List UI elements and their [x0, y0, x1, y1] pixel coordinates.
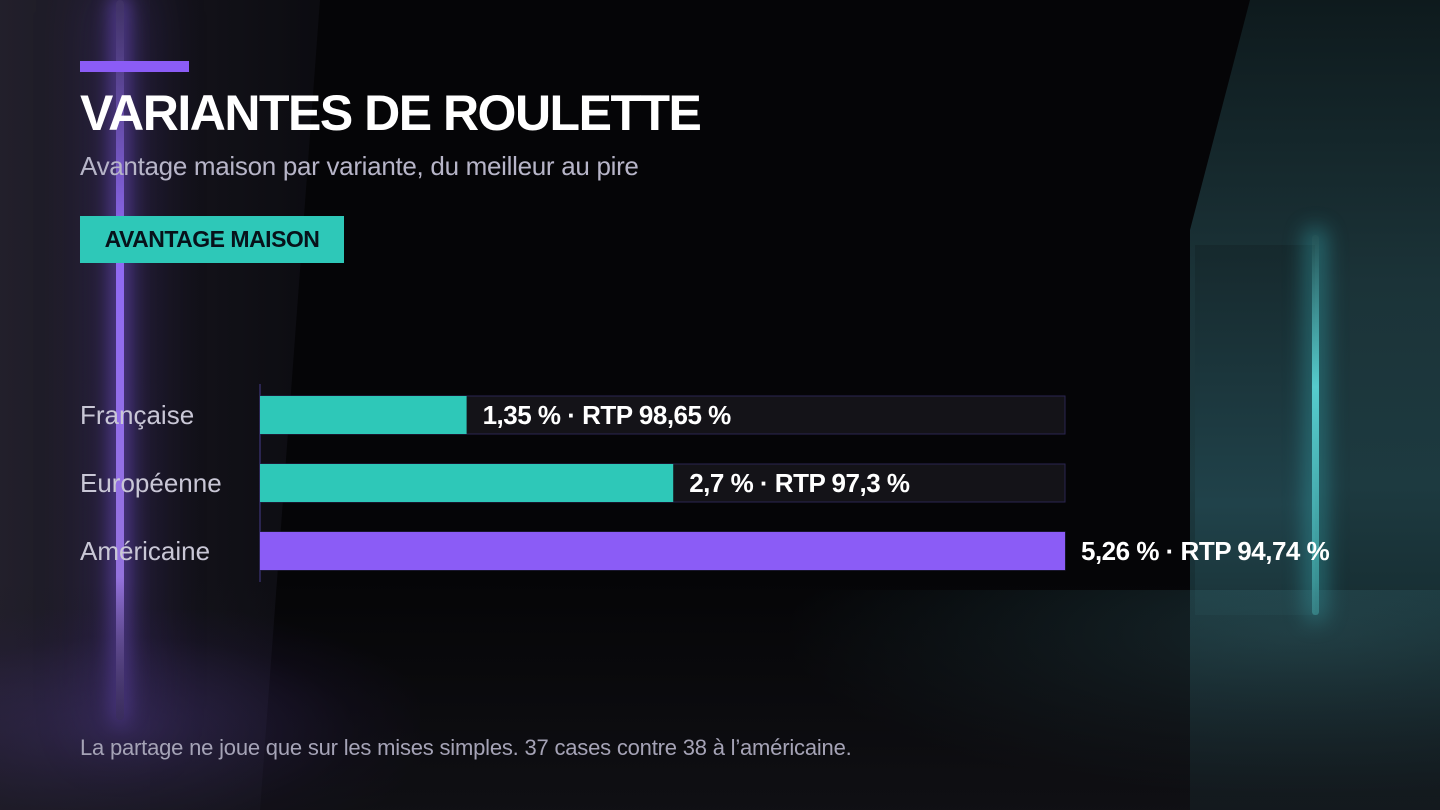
value-label: 2,7 % · RTP 97,3 %: [689, 468, 910, 498]
background-right-doorway: [1195, 245, 1315, 615]
category-label: Française: [80, 400, 194, 430]
value-label: 1,35 % · RTP 98,65 %: [483, 400, 732, 430]
page-title: VARIANTES DE ROULETTE: [80, 85, 702, 141]
bar: [260, 396, 467, 434]
bar: [260, 464, 674, 502]
bar: [260, 532, 1065, 570]
category-label: Européenne: [80, 468, 222, 498]
page-subtitle: Avantage maison par variante, du meilleu…: [80, 151, 639, 181]
category-label: Américaine: [80, 536, 210, 566]
background-floor: [0, 580, 1440, 810]
metric-badge: AVANTAGE MAISON: [80, 216, 344, 263]
teal-neon-light: [1312, 235, 1319, 615]
title-accent-bar: [80, 61, 189, 72]
footnote: La partage ne joue que sur les mises sim…: [80, 735, 852, 760]
purple-neon-light: [116, 0, 124, 720]
value-label: 5,26 % · RTP 94,74 %: [1081, 536, 1330, 566]
